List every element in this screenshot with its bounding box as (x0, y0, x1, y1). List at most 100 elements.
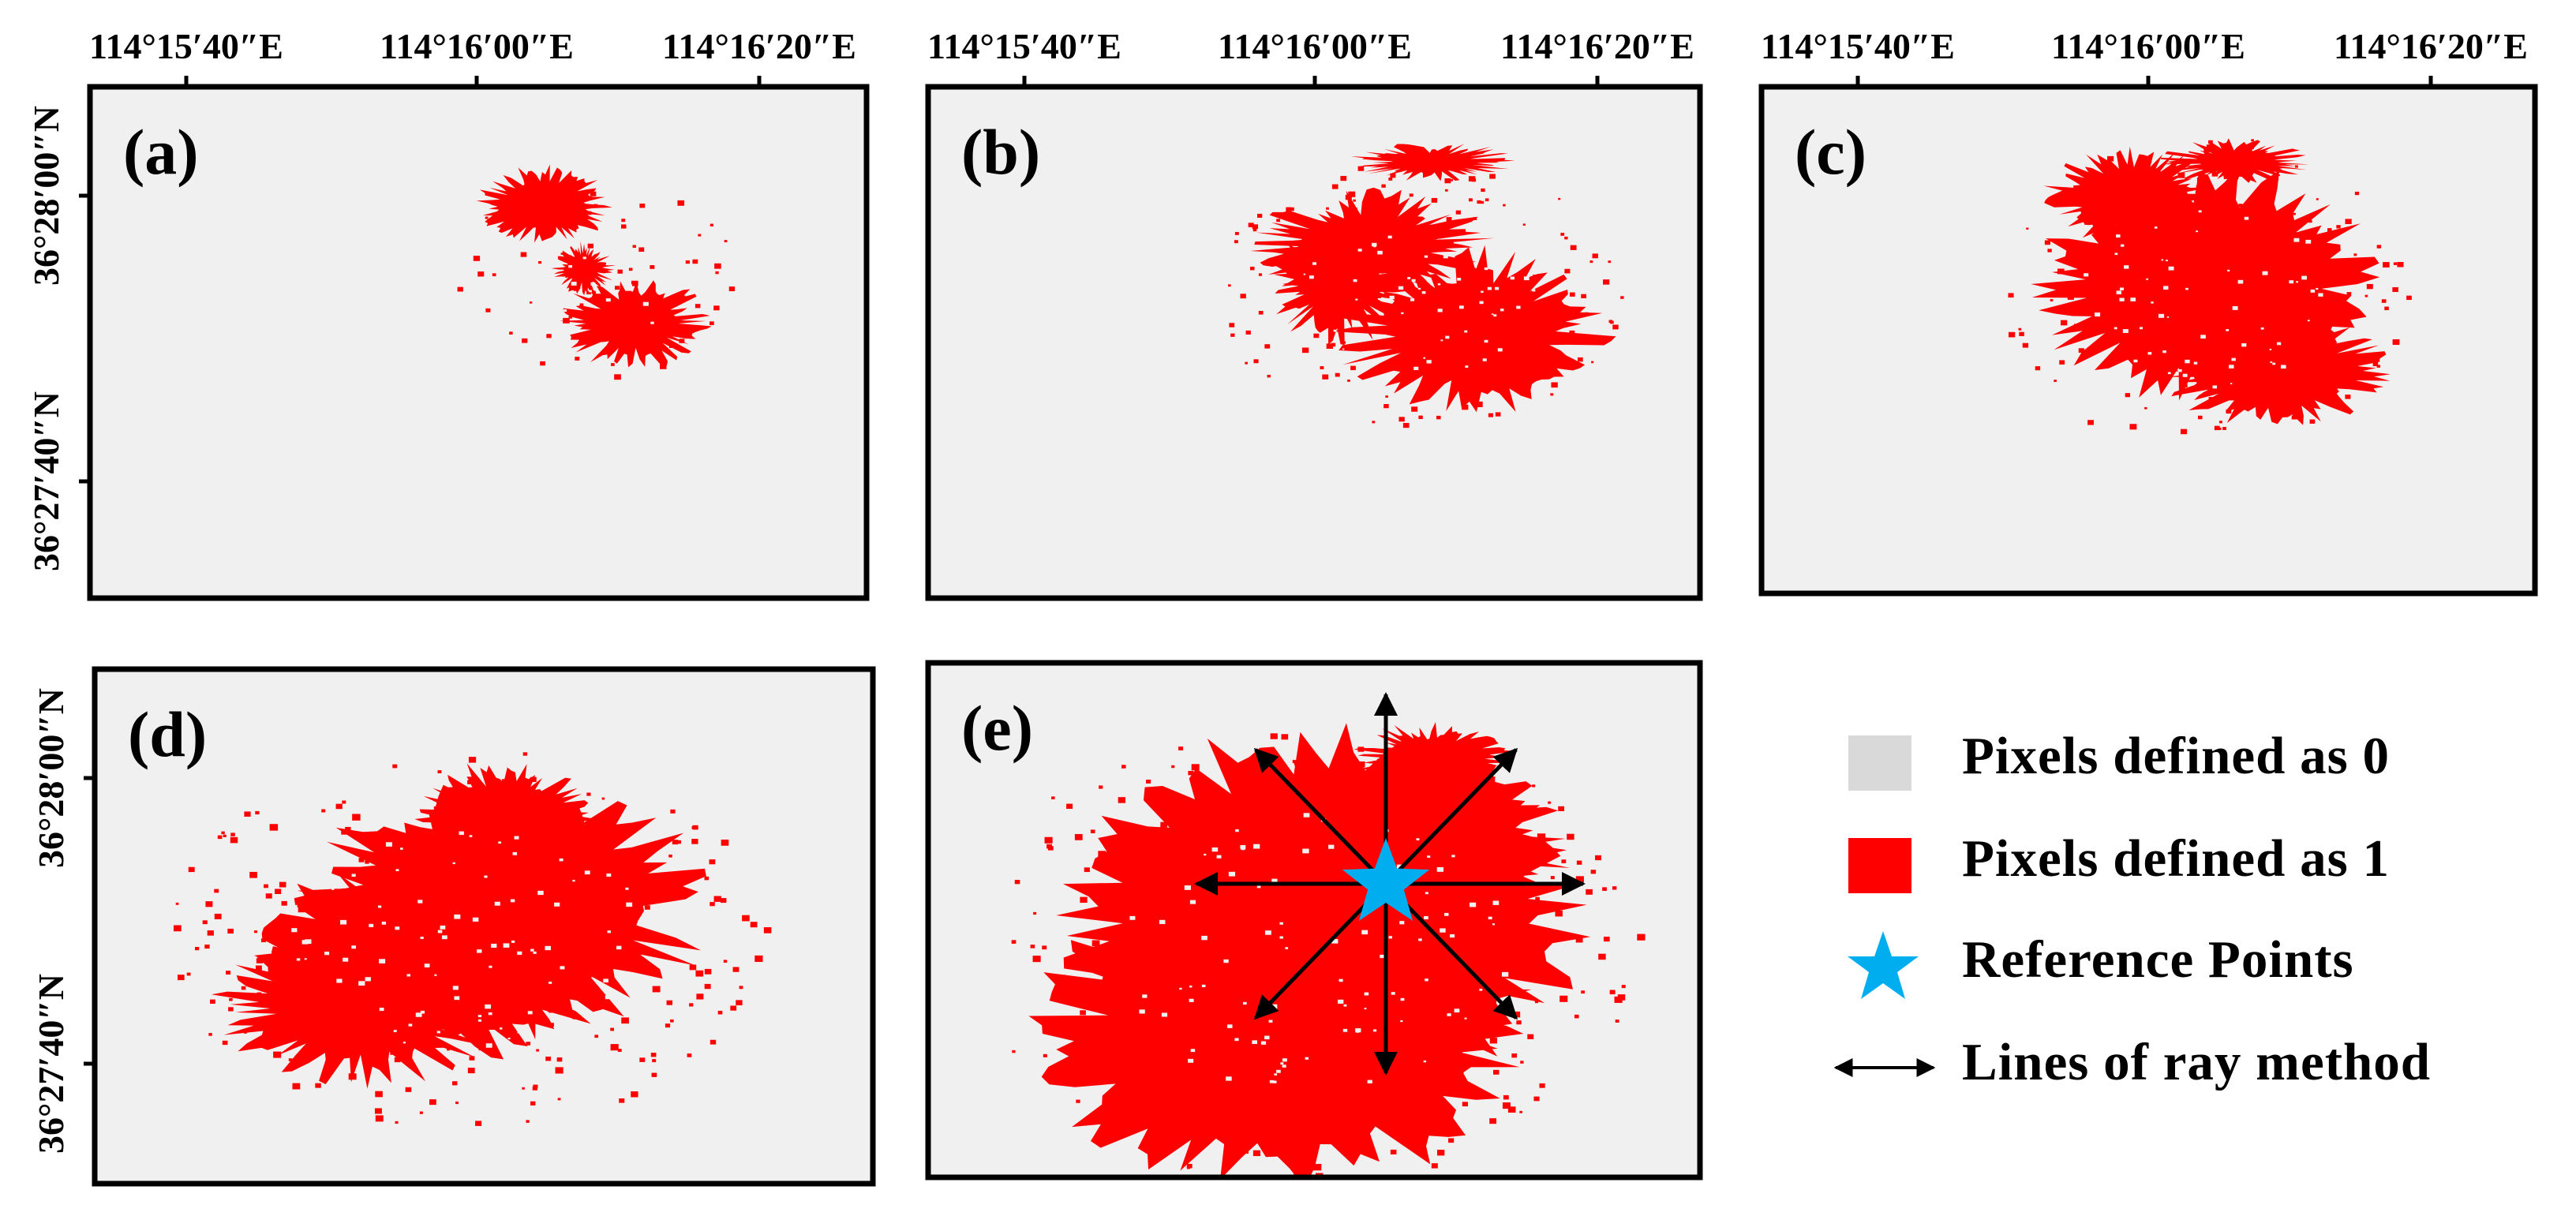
pixel-speck (264, 884, 268, 889)
pixel-speck (347, 966, 356, 974)
pixel-hole (296, 958, 301, 961)
legend: Pixels defined as 0 Pixels defined as 1 … (1829, 718, 2555, 1128)
pixel-speck (1044, 836, 1053, 844)
pixel-speck (425, 986, 429, 990)
pixel-speck (526, 1042, 531, 1046)
pixel-speck (644, 905, 650, 910)
pixel-speck (1399, 166, 1405, 170)
pixel-speck (1595, 855, 1601, 861)
pixel-speck (2372, 361, 2379, 367)
pixel-speck (1014, 880, 1020, 885)
pixel-hole (1271, 878, 1278, 883)
pixel-hole (2226, 329, 2230, 331)
pixel-speck (405, 1087, 412, 1092)
pixel-speck (2351, 312, 2356, 316)
pixel-hole (294, 904, 298, 907)
pixel-speck (281, 900, 287, 906)
pixel-speck (1406, 253, 1411, 257)
pixel-hole (2307, 320, 2310, 322)
legend-label-reference: Reference Points (1962, 930, 2354, 989)
pixel-speck (552, 937, 558, 941)
pixel-speck (2209, 219, 2214, 223)
pixel-speck (1424, 247, 1431, 253)
pixel-speck (2054, 380, 2057, 383)
pixel-speck (2257, 262, 2262, 266)
pixel-speck (1417, 996, 1425, 1003)
pixel-speck (447, 1027, 452, 1031)
pixel-hole (510, 899, 515, 903)
pixel-speck (2218, 421, 2222, 424)
pixel-speck (453, 923, 462, 930)
pixel-speck (692, 259, 698, 264)
pixel-speck (2323, 353, 2327, 355)
pixel-speck (1414, 799, 1420, 803)
pixel-speck (1240, 294, 1246, 299)
pixel-hole (1333, 329, 1337, 332)
pixel-hole (1487, 286, 1492, 290)
pixel-speck (443, 926, 452, 934)
pixel-speck (2327, 353, 2332, 357)
pixel-speck (1232, 1081, 1241, 1088)
pixel-hole (477, 1015, 482, 1018)
pixel-hole (343, 957, 349, 962)
pixel-hole (1488, 916, 1492, 920)
pixel-hole (2230, 383, 2233, 385)
pixel-speck (289, 967, 294, 972)
pixel-hole (1413, 366, 1419, 370)
pixel-speck (1539, 1083, 1545, 1088)
pixel-hole (2289, 280, 2294, 284)
pixel-speck (556, 813, 560, 817)
pixel-speck (1462, 339, 1468, 343)
pixel-hole (1424, 915, 1428, 919)
pixel-speck (1331, 342, 1336, 347)
pixel-speck (2276, 368, 2281, 372)
pixel-speck (1372, 250, 1378, 254)
pixel-hole (2119, 297, 2125, 301)
pixel-speck (1615, 1020, 1619, 1023)
pixel-speck (1561, 859, 1567, 863)
pixel-hole (1129, 915, 1136, 920)
pixel-speck (241, 986, 246, 990)
pixel-hole (2177, 369, 2182, 372)
pixel-hole (2229, 365, 2234, 369)
pixel-speck (2326, 296, 2332, 301)
pixel-speck (652, 1059, 657, 1063)
pixel-speck (639, 203, 646, 208)
pixel-speck (2152, 218, 2156, 221)
pixel-speck (1249, 266, 1255, 271)
pixel-speck (556, 911, 564, 919)
pixel-speck (1610, 320, 1614, 324)
pixel-speck (375, 1091, 383, 1098)
pixel-hole (381, 921, 387, 925)
pixel-speck (1477, 200, 1481, 204)
pixel-speck (2246, 163, 2251, 166)
pixel-speck (1133, 1015, 1138, 1019)
pixel-hole (1264, 930, 1271, 935)
pixel-hole (1436, 866, 1444, 872)
pixel-speck (275, 889, 282, 894)
pixel-speck (1637, 934, 1646, 941)
pixel-speck (447, 941, 453, 946)
pixel-speck (710, 1039, 717, 1045)
pixel-speck (2091, 265, 2094, 268)
pixel-hole (1285, 947, 1289, 949)
pixel-hole (304, 958, 307, 960)
pixel-hole (1312, 262, 1317, 265)
pixel-speck (1331, 184, 1339, 189)
pixel-speck (2194, 241, 2200, 245)
pixel-speck (541, 855, 548, 860)
pixel-speck (646, 849, 650, 851)
pixel-hole (1454, 1008, 1460, 1013)
pixel-speck (1280, 1052, 1286, 1057)
pixel-hole (2231, 357, 2236, 361)
pixel-speck (1066, 803, 1073, 809)
pixel-hole (507, 1038, 511, 1040)
pixel-speck (427, 904, 436, 911)
pixel-hole (2185, 287, 2188, 290)
pixel-speck (1372, 421, 1376, 424)
pixel-speck (1304, 904, 1309, 909)
pixel-hole (1424, 255, 1428, 258)
pixel-speck (507, 776, 515, 782)
pixel-speck (763, 927, 772, 934)
pixel-speck (1387, 771, 1391, 774)
